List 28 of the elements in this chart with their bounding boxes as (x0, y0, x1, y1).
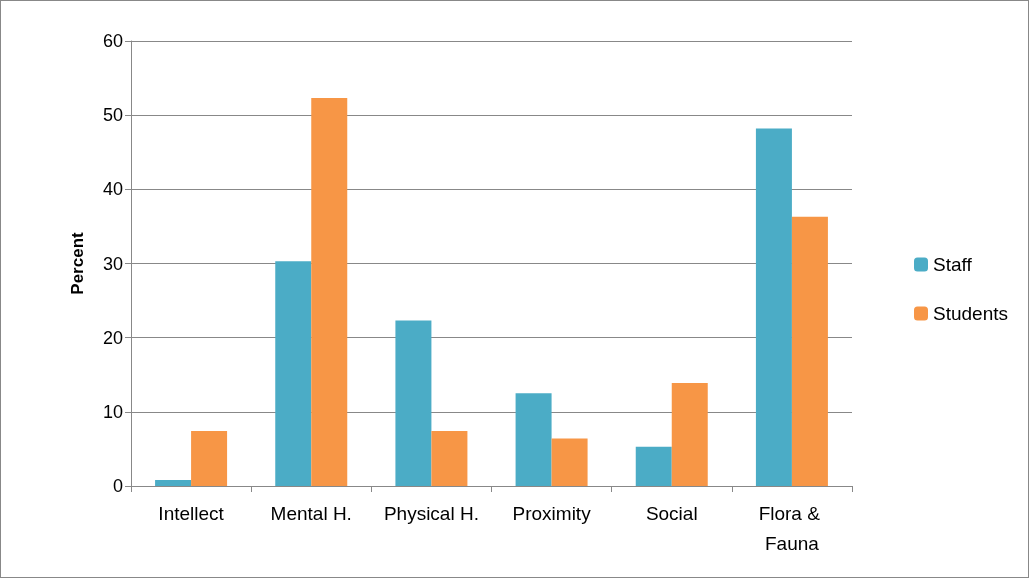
bar (791, 216, 828, 486)
y-tick-label: 20 (102, 327, 123, 348)
x-tick-label: Proximity (512, 502, 592, 524)
bar (191, 431, 228, 486)
x-tick-label: Flora & Fauna (758, 502, 826, 554)
y-tick-label: 50 (102, 105, 123, 126)
bar (275, 261, 312, 486)
legend-label: Staff (933, 254, 973, 275)
bar (515, 393, 552, 486)
y-tick-label: 40 (102, 179, 123, 200)
bar (155, 480, 192, 486)
bar (395, 320, 432, 486)
bar (311, 98, 348, 486)
y-tick-label: 10 (102, 401, 123, 422)
bar (635, 446, 672, 486)
legend-label: Students (933, 303, 1008, 324)
y-tick-label: 30 (102, 253, 123, 274)
y-tick-label: 0 (112, 476, 123, 496)
bar (431, 431, 468, 486)
bar (551, 438, 588, 486)
bar (755, 128, 792, 486)
x-tick-label: Intellect (158, 502, 225, 524)
bar (671, 382, 708, 486)
x-tick-label: Physical H. (383, 502, 479, 524)
y-axis-title: Percent (68, 231, 87, 295)
y-tick-label: 60 (102, 31, 123, 51)
x-tick-label: Mental H. (270, 502, 352, 524)
x-tick-label: Social (645, 502, 698, 524)
